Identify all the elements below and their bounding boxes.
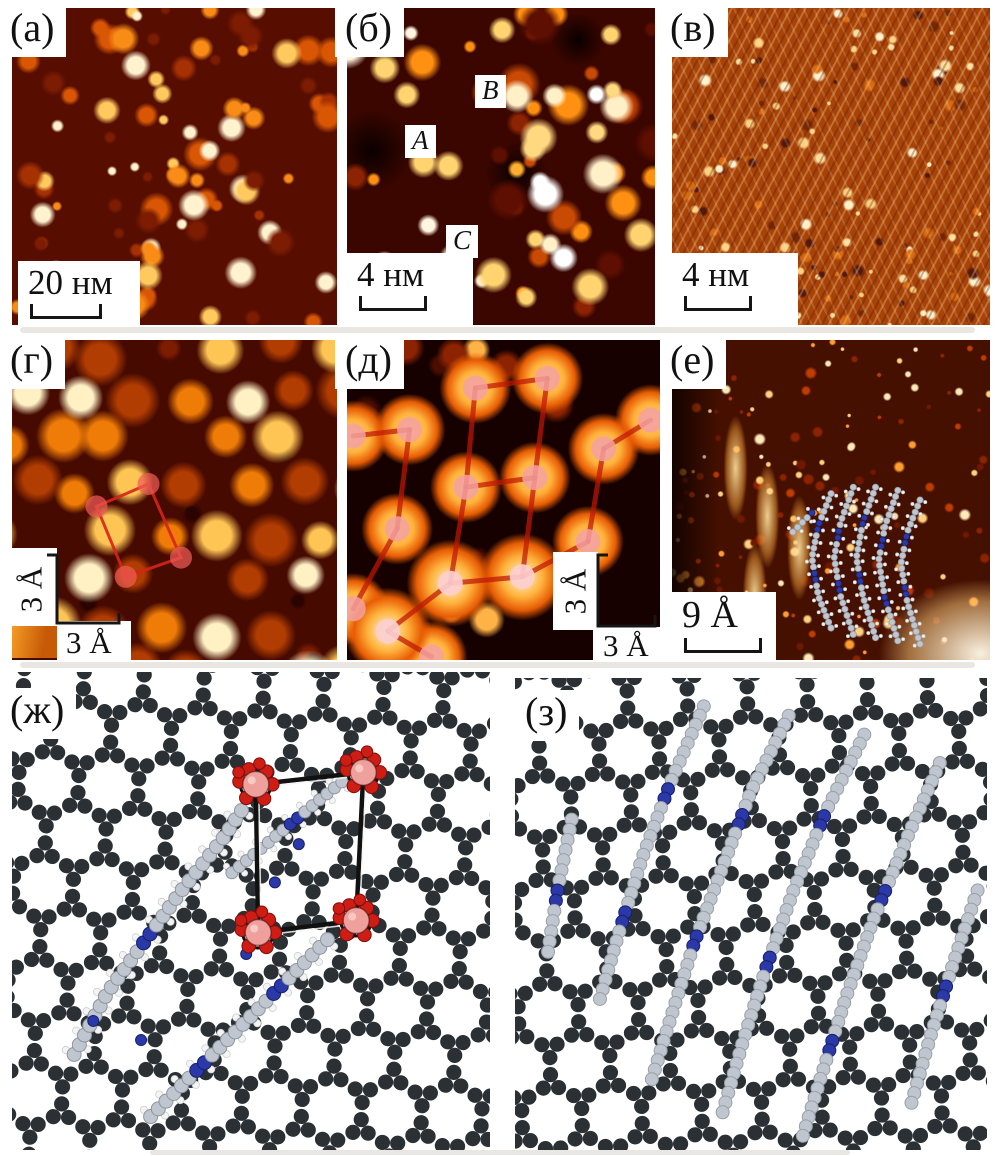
scale-bar-v: 4 нм — [672, 253, 798, 325]
scale-text-vertical: 3 Å — [13, 566, 49, 613]
scale-label-box — [593, 627, 660, 660]
panel-b: (б) A B C 4 нм — [335, 6, 655, 325]
row-divider — [150, 1150, 850, 1155]
panel-label-v: (в) — [660, 6, 728, 57]
panel-d: (д) 3 Å 3 Å — [335, 338, 660, 663]
panel-label-a: (а) — [0, 6, 67, 57]
scale-bar-text: 20 нм — [28, 263, 113, 302]
scale-label-box — [57, 621, 131, 660]
panel-v: (в) 4 нм — [660, 6, 990, 325]
panel-z: (з) — [515, 678, 987, 1150]
panel-zh: (ж) — [0, 672, 490, 1150]
panel-g: (г) 3 Å 3 Å — [0, 338, 337, 660]
row-divider — [20, 327, 975, 333]
scale-bar-b: 4 нм — [347, 253, 473, 325]
marker-B: B — [475, 75, 506, 108]
scale-bar-text: 4 нм — [357, 255, 425, 294]
scale-text-horizontal: 3 Å — [66, 625, 112, 660]
panel-label-d: (д) — [335, 338, 404, 389]
scale-bracket — [684, 638, 762, 653]
panel-e: (е) 9 Å — [660, 338, 990, 660]
scale-bracket — [684, 296, 752, 311]
molecular-model-z — [515, 678, 987, 1150]
panel-label-z: (з) — [515, 690, 580, 741]
panel-label-b: (б) — [335, 6, 404, 57]
scale-text-horizontal: 3 Å — [603, 628, 649, 663]
scale-bar-text: 9 Å — [682, 594, 738, 636]
panel-a: (а) 20 нм — [0, 6, 337, 325]
panel-label-zh: (ж) — [0, 688, 77, 739]
scale-text-vertical: 3 Å — [557, 568, 593, 615]
color-swatch — [12, 626, 57, 658]
molecular-model-zh — [12, 672, 490, 1150]
scale-bar-e: 9 Å — [672, 592, 776, 660]
scale-bar-a: 20 нм — [18, 261, 140, 325]
panel-label-g: (г) — [0, 338, 66, 389]
scale-bracket — [30, 304, 102, 319]
panel-label-e: (е) — [660, 338, 727, 389]
row-divider — [20, 662, 975, 668]
scale-bar-text: 4 нм — [682, 255, 750, 294]
marker-C: C — [446, 225, 479, 258]
marker-A: A — [405, 125, 436, 158]
scale-bracket — [359, 296, 427, 311]
